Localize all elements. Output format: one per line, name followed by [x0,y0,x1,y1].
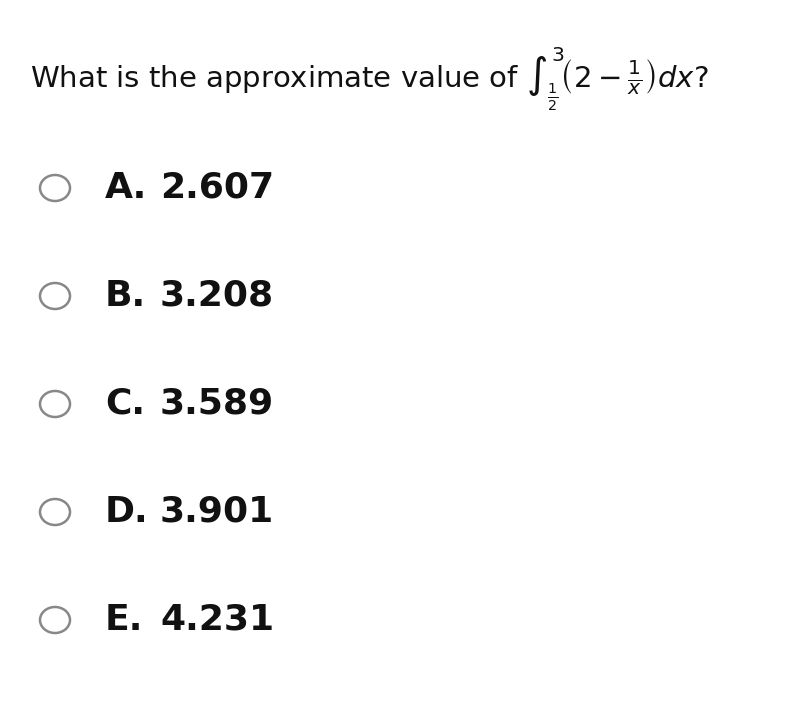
Text: E.: E. [105,603,143,637]
Text: 2.607: 2.607 [160,171,274,205]
Text: What is the approximate value of $\int_{\frac{1}{2}}^{3}\!\left(2 - \frac{1}{x}\: What is the approximate value of $\int_{… [30,45,707,112]
Text: C.: C. [105,387,145,421]
Text: 3.901: 3.901 [160,495,274,529]
Text: A.: A. [105,171,147,205]
Text: 3.208: 3.208 [160,279,274,313]
Text: D.: D. [105,495,149,529]
Text: 4.231: 4.231 [160,603,274,637]
Text: 3.589: 3.589 [160,387,274,421]
Text: B.: B. [105,279,146,313]
